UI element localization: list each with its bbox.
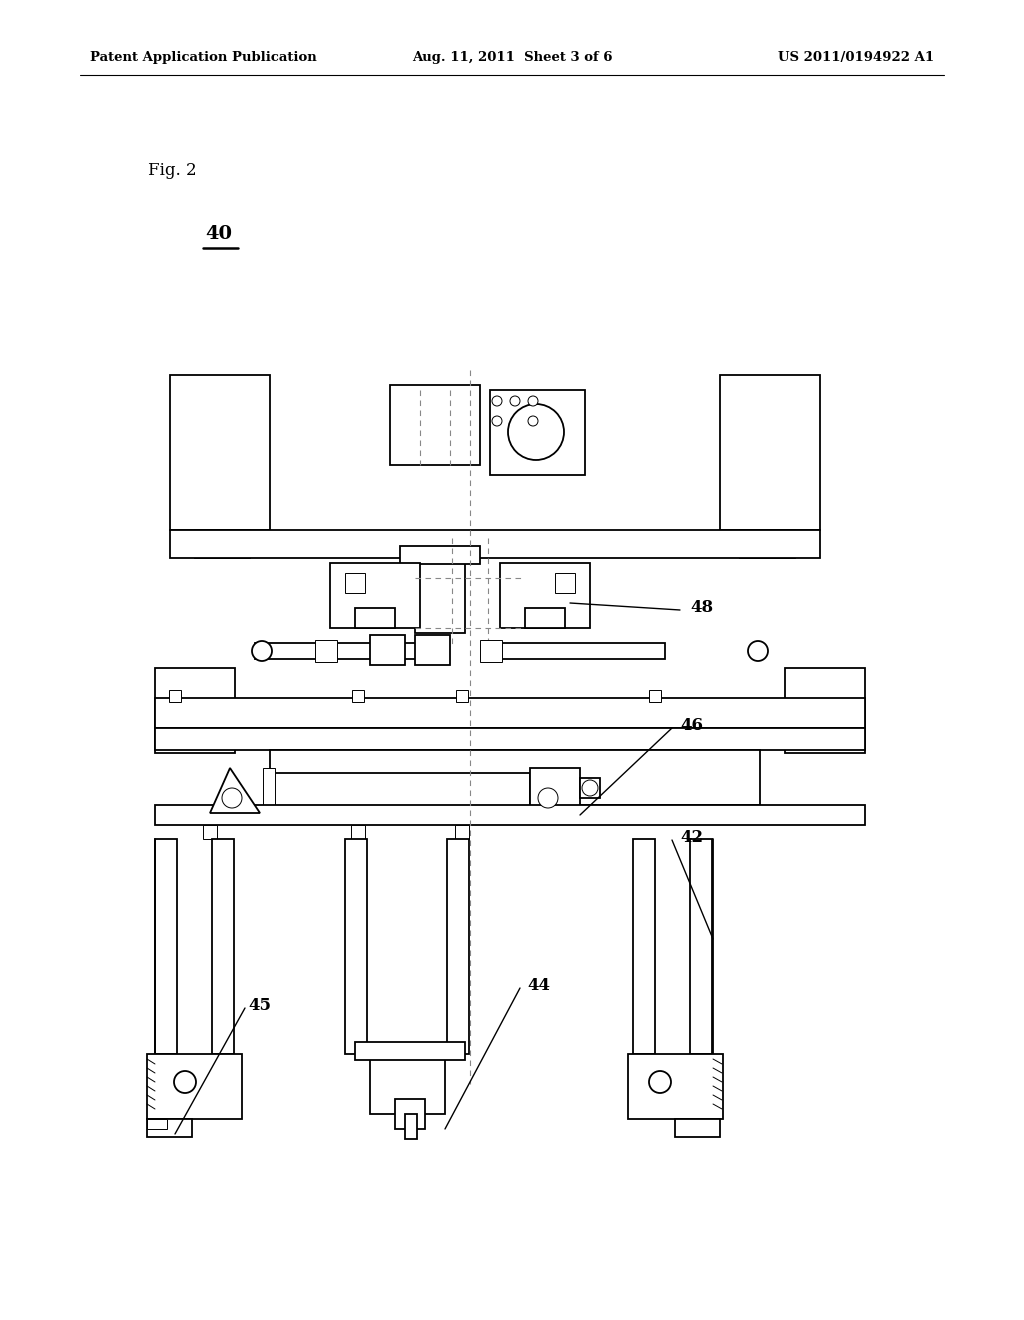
Bar	[400, 546, 480, 564]
Text: 44: 44	[527, 978, 550, 994]
Bar	[147, 1119, 167, 1129]
Bar	[580, 777, 600, 799]
Bar	[352, 690, 364, 702]
Bar	[415, 558, 465, 634]
Text: US 2011/0194922 A1: US 2011/0194922 A1	[778, 51, 934, 65]
Bar	[456, 690, 468, 702]
Bar	[370, 635, 406, 665]
Bar	[195, 531, 250, 558]
Bar	[675, 1119, 720, 1137]
Text: 40: 40	[205, 224, 232, 243]
Bar	[395, 1100, 425, 1129]
Bar	[155, 698, 865, 729]
Circle shape	[252, 642, 272, 661]
Bar	[355, 609, 395, 628]
Circle shape	[508, 404, 564, 459]
Bar	[351, 825, 365, 840]
Bar	[203, 825, 217, 840]
Bar	[315, 640, 337, 663]
Circle shape	[492, 396, 502, 407]
Bar	[628, 1053, 723, 1119]
Circle shape	[492, 416, 502, 426]
Bar	[345, 573, 365, 593]
Circle shape	[748, 642, 768, 661]
Bar	[455, 825, 469, 840]
Bar	[370, 1053, 445, 1114]
Bar	[720, 375, 820, 531]
Text: Aug. 11, 2011  Sheet 3 of 6: Aug. 11, 2011 Sheet 3 of 6	[412, 51, 612, 65]
Text: 48: 48	[690, 599, 713, 616]
Text: Fig. 2: Fig. 2	[148, 162, 197, 180]
Circle shape	[528, 416, 538, 426]
Text: 42: 42	[680, 829, 703, 846]
Circle shape	[649, 1071, 671, 1093]
Bar	[480, 640, 502, 663]
Bar	[212, 840, 234, 1053]
Bar	[330, 564, 420, 628]
Bar	[355, 1041, 465, 1060]
Bar	[740, 531, 795, 558]
Circle shape	[510, 396, 520, 407]
Bar	[447, 840, 469, 1053]
Circle shape	[528, 396, 538, 407]
Bar	[390, 385, 480, 465]
Bar	[265, 774, 530, 808]
Bar	[215, 808, 275, 822]
Bar	[406, 1114, 417, 1139]
Circle shape	[174, 1071, 196, 1093]
Bar	[555, 573, 575, 593]
Bar	[170, 375, 270, 531]
Bar	[500, 564, 590, 628]
Bar	[633, 840, 655, 1053]
Bar	[490, 389, 585, 475]
Bar	[785, 668, 865, 752]
Bar	[530, 768, 580, 818]
Bar	[155, 805, 865, 825]
Bar	[147, 1119, 193, 1137]
Bar	[155, 729, 865, 750]
Bar	[147, 1053, 242, 1119]
Bar	[155, 840, 177, 1053]
Text: 46: 46	[680, 718, 703, 734]
Bar	[155, 668, 234, 752]
Bar	[170, 531, 820, 558]
Bar	[263, 768, 275, 813]
Bar	[690, 840, 712, 1053]
Bar	[169, 690, 181, 702]
Circle shape	[222, 788, 242, 808]
Bar	[525, 609, 565, 628]
Bar	[649, 690, 662, 702]
Bar	[415, 635, 450, 665]
Circle shape	[582, 780, 598, 796]
Circle shape	[538, 788, 558, 808]
Text: Patent Application Publication: Patent Application Publication	[90, 51, 316, 65]
Text: 45: 45	[248, 998, 271, 1015]
Bar	[345, 840, 367, 1053]
Bar	[255, 643, 420, 659]
Bar	[270, 750, 760, 805]
Bar	[500, 643, 665, 659]
Polygon shape	[210, 768, 260, 813]
